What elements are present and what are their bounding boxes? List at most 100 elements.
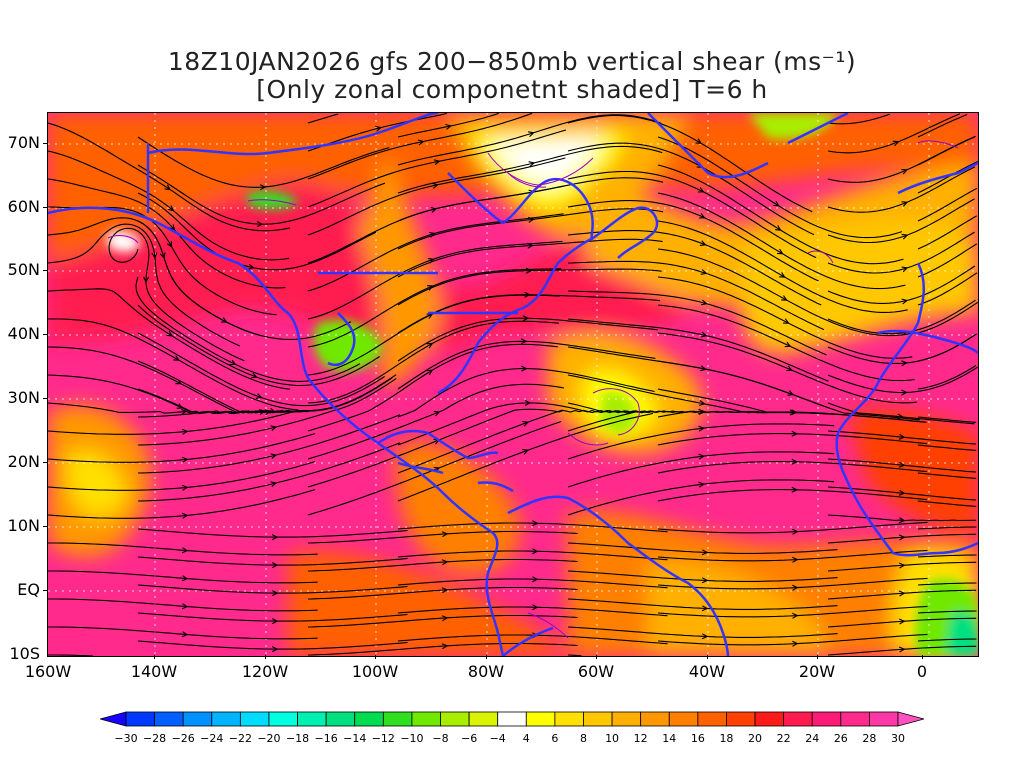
streamline-arrow	[700, 299, 708, 306]
streamline-arrow	[532, 520, 539, 527]
colorbar-label: −12	[371, 732, 395, 745]
colorbar-label: 30	[891, 732, 905, 745]
streamline	[567, 114, 813, 213]
colorbar-swatch	[754, 711, 785, 727]
streamline	[827, 265, 976, 304]
colorbar-label: 28	[862, 732, 877, 745]
streamline	[827, 402, 975, 425]
streamline-arrow	[791, 458, 799, 465]
lon-label-140w: 140W	[130, 662, 178, 681]
colorbar-swatch	[468, 711, 499, 727]
streamline	[307, 320, 559, 404]
streamline	[137, 136, 390, 188]
streamline-arrow	[271, 618, 279, 625]
streamline	[307, 185, 565, 264]
colorbar-swatch	[497, 711, 527, 727]
colorbar-label: −28	[142, 732, 167, 745]
streamline-arrow	[445, 123, 452, 130]
streamline-arrow	[432, 182, 439, 189]
streamline-arrow	[700, 331, 708, 338]
streamline	[397, 238, 663, 278]
streamline	[48, 178, 286, 289]
colorbar-swatch	[611, 711, 642, 727]
colorbar-swatch	[239, 711, 270, 727]
streamline	[307, 294, 561, 376]
streamline	[827, 589, 977, 600]
colorbar-swatch	[325, 711, 356, 727]
shear-field-map	[48, 113, 978, 656]
streamline-arrow	[698, 481, 706, 488]
colorbar-label: 24	[805, 732, 820, 745]
streamline	[397, 317, 658, 362]
streamline-arrow	[777, 248, 784, 255]
streamline	[827, 617, 977, 628]
colorbar-label: −14	[343, 732, 367, 745]
lat-label-20n: 20N	[7, 452, 40, 471]
streamline-arrow	[441, 643, 449, 650]
streamline-arrow	[698, 453, 706, 460]
streamline	[307, 383, 565, 460]
lon-tick	[154, 655, 155, 659]
streamline-arrow	[164, 184, 172, 191]
streamline	[567, 170, 817, 259]
lon-label-80w: 80W	[467, 662, 505, 681]
streamline	[48, 433, 316, 463]
streamline-arrow	[429, 231, 436, 238]
streamline	[657, 360, 921, 421]
streamline-arrow	[270, 453, 278, 460]
streamline	[657, 220, 908, 313]
streamline-arrow	[166, 241, 173, 248]
streamline	[135, 276, 361, 382]
shear-shading-minor	[108, 113, 978, 656]
streamline	[397, 412, 654, 502]
streamline	[567, 598, 838, 610]
streamline	[827, 514, 977, 522]
streamlines	[48, 113, 978, 656]
streamline	[827, 561, 977, 572]
streamline	[657, 521, 928, 534]
streamline-arrow	[698, 213, 706, 219]
lon-tick	[596, 655, 597, 659]
colorbar-swatch	[554, 711, 584, 727]
streamline-arrow	[159, 252, 166, 260]
streamline-arrow	[426, 369, 434, 376]
lon-tick	[375, 655, 376, 659]
lon-label-0: 0	[916, 662, 928, 681]
colorbar-swatch	[583, 711, 613, 727]
streamline	[397, 145, 663, 194]
streamline	[307, 408, 564, 488]
streamline	[307, 129, 567, 208]
streamline-arrow	[181, 428, 189, 435]
streamline-arrow	[271, 534, 279, 541]
streamline	[307, 268, 562, 348]
streamline	[567, 479, 835, 516]
lat-tick	[43, 462, 47, 463]
map-subtitle: [Only zonal componetnt shaded] T=6 h	[256, 75, 768, 104]
streamline	[137, 612, 408, 622]
streamline-arrow	[522, 315, 530, 322]
lon-label-20w: 20W	[798, 662, 836, 681]
colorbar-swatch	[525, 711, 556, 727]
streamline-arrow	[784, 341, 792, 348]
streamline	[397, 522, 668, 533]
streamline	[567, 410, 834, 432]
streamline	[307, 586, 578, 600]
lat-label-10s: 10S	[9, 644, 40, 663]
streamline	[137, 556, 408, 566]
streamline-arrow	[532, 604, 539, 611]
lon-label-60w: 60W	[577, 662, 615, 681]
streamline-arrow	[250, 372, 258, 379]
lon-tick	[817, 655, 818, 659]
streamline	[917, 334, 976, 362]
streamline	[137, 640, 408, 650]
streamline	[657, 633, 928, 646]
streamline-arrow	[176, 403, 184, 409]
lat-label-70n: 70N	[7, 133, 40, 152]
colorbar-label: 26	[833, 732, 848, 745]
streamline-arrow	[792, 556, 799, 563]
streamline	[48, 570, 318, 584]
streamline-arrow	[417, 139, 425, 146]
colorbar-swatch	[811, 711, 842, 727]
streamline	[657, 605, 928, 618]
streamline-arrow	[898, 489, 906, 496]
